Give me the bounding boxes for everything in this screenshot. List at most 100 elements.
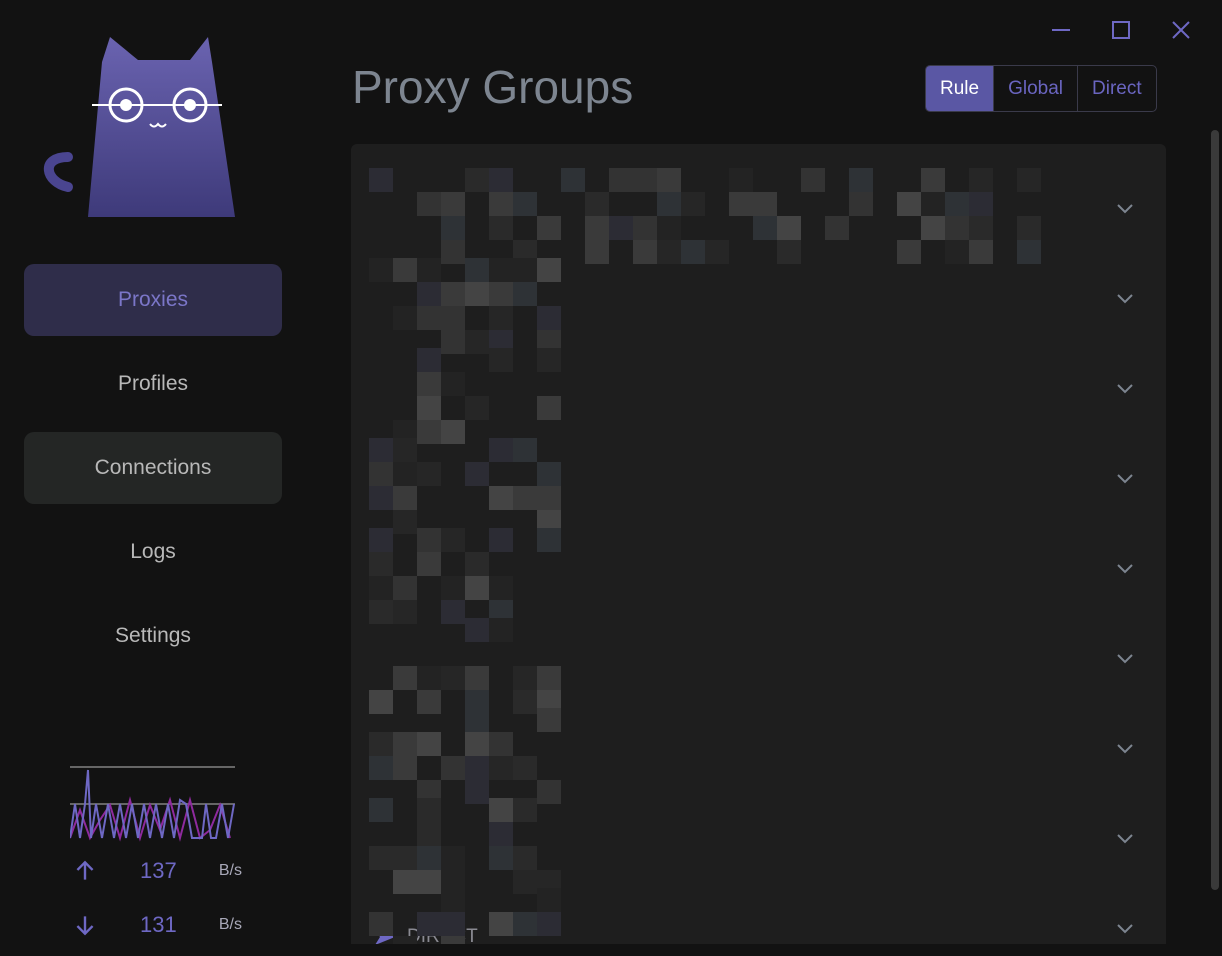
redacted-block [633,168,657,192]
redacted-block [681,240,705,264]
redacted-block [489,528,513,552]
redacted-block [537,306,561,330]
close-icon[interactable] [1169,18,1193,42]
redacted-block [849,168,873,192]
redacted-block [393,870,417,894]
redacted-block [489,846,513,870]
sidebar-item-logs[interactable]: Logs [24,516,282,588]
proxy-group[interactable] [351,876,1166,944]
redacted-block [537,888,561,912]
redacted-block [441,600,465,624]
download-value: 131 [140,912,177,937]
redacted-block [393,438,417,462]
redacted-block [393,306,417,330]
redacted-block [657,216,681,240]
proxy-group[interactable] [351,246,1166,354]
redacted-block [417,306,441,330]
redacted-block [441,666,465,690]
redacted-block [633,240,657,264]
redacted-block [537,912,561,936]
redacted-block [417,258,441,282]
redacted-block [537,462,561,486]
chevron-down-icon[interactable] [1116,922,1134,934]
redacted-block [969,240,993,264]
proxy-group[interactable] [351,516,1166,624]
proxy-group[interactable] [351,696,1166,804]
proxy-group[interactable] [351,786,1166,894]
chevron-down-icon[interactable] [1116,292,1134,304]
proxy-group[interactable] [351,156,1166,264]
redacted-block [465,618,489,642]
proxy-group[interactable] [351,426,1166,534]
proxy-group[interactable] [351,336,1166,444]
redacted-block [465,282,489,306]
mode-switch: Rule Global Direct [925,65,1157,112]
chevron-down-icon[interactable] [1116,562,1134,574]
redacted-block [753,192,777,216]
redacted-block [489,306,513,330]
redacted-block [441,912,465,936]
sidebar-item-connections[interactable]: Connections [24,432,282,504]
chevron-down-icon[interactable] [1116,472,1134,484]
proxy-group-list: DIRECT [351,144,1166,944]
redacted-block [513,486,537,510]
sidebar-item-proxies[interactable]: Proxies [24,264,282,336]
redacted-block [537,216,561,240]
redacted-block [489,192,513,216]
redacted-block [609,168,633,192]
mode-global-button[interactable]: Global [993,66,1077,111]
sidebar-item-label: Logs [130,540,176,563]
redacted-block [369,846,393,870]
chevron-down-icon[interactable] [1116,832,1134,844]
redacted-block [945,216,969,240]
mode-direct-button[interactable]: Direct [1077,66,1156,111]
redacted-block [441,192,465,216]
download-line [70,796,231,842]
redacted-block [537,396,561,420]
redacted-block [369,912,393,936]
redacted-block [537,258,561,282]
redacted-block [585,192,609,216]
redacted-block [465,168,489,192]
redacted-block [369,486,393,510]
upload-line [70,769,235,839]
redacted-block [657,192,681,216]
redacted-block [369,600,393,624]
proxy-group[interactable] [351,606,1166,714]
redacted-block [369,258,393,282]
redacted-block [465,258,489,282]
redacted-block [417,552,441,576]
scrollbar[interactable] [1211,130,1219,890]
redacted-block [1017,168,1041,192]
redacted-block [369,732,393,756]
redacted-block [969,216,993,240]
redacted-block [417,846,441,870]
redacted-block [489,282,513,306]
redacted-block [441,216,465,240]
upload-speed: 137 B/s [72,858,242,884]
minimize-icon[interactable] [1049,18,1073,42]
sidebar-item-settings[interactable]: Settings [24,600,282,672]
redacted-block [489,576,513,600]
redacted-block [393,732,417,756]
chevron-down-icon[interactable] [1116,652,1134,664]
redacted-block [393,258,417,282]
sidebar-item-profiles[interactable]: Profiles [24,348,282,420]
redacted-block [417,798,441,822]
mode-rule-button[interactable]: Rule [926,66,994,111]
chevron-down-icon[interactable] [1116,742,1134,754]
redacted-block [465,756,489,780]
redacted-block [369,756,393,780]
redacted-block [561,168,585,192]
redacted-block [417,912,441,936]
redacted-block [489,732,513,756]
redacted-block [609,216,633,240]
redacted-block [465,780,489,804]
redacted-block [417,462,441,486]
redacted-block [537,666,561,690]
chevron-down-icon[interactable] [1116,382,1134,394]
redacted-block [465,552,489,576]
redacted-block [441,306,465,330]
maximize-icon[interactable] [1109,18,1133,42]
chevron-down-icon[interactable] [1116,202,1134,214]
